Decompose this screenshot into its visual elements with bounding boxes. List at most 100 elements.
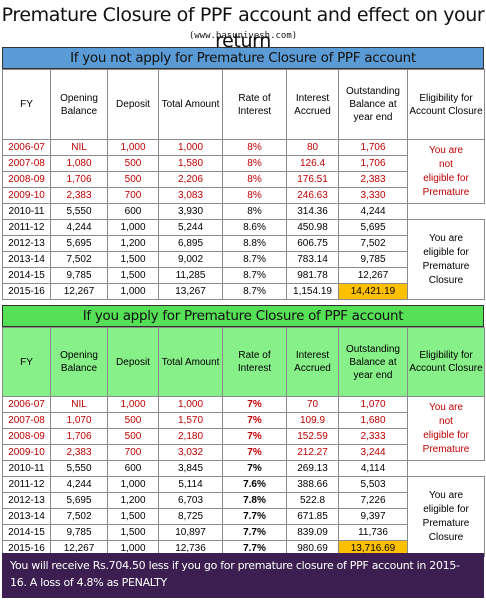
- cell-fy: 2011-12: [2, 219, 51, 236]
- cell-interest-accrued: 246.63: [286, 187, 339, 204]
- cell-deposit: 1,000: [107, 283, 159, 300]
- header-row: FY Opening Balance Deposit Total Amount …: [2, 327, 485, 397]
- cell-rate-of-interest: 7.7%: [222, 524, 287, 541]
- cell-outstanding-balance: 1,706: [338, 155, 408, 172]
- cell-outstanding-balance: 11,736: [338, 524, 408, 541]
- cell-deposit: 1,500: [107, 508, 159, 525]
- cell-opening-balance: 2,383: [50, 444, 108, 461]
- table-row: 2009-10 2,383 700 3,032 7% 212.27 3,244: [2, 444, 485, 461]
- cell-interest-accrued: 839.09: [286, 524, 339, 541]
- table-row: 2015-16 12,267 1,000 12,736 7.7% 980.69 13,716…: [2, 540, 485, 557]
- cell-outstanding-balance: 7,502: [338, 235, 408, 252]
- header-outstanding-balance: Outstanding Balance at year end: [338, 69, 408, 140]
- cell-rate-of-interest: 8%: [222, 139, 287, 156]
- cell-outstanding-balance: 1,070: [338, 396, 408, 413]
- cell-opening-balance: 5,550: [50, 203, 108, 220]
- eligibility-line: You are: [428, 401, 464, 413]
- cell-outstanding-balance: 14,421.19: [338, 283, 408, 300]
- cell-fy: 2013-14: [2, 251, 51, 268]
- cell-rate-of-interest: 7%: [222, 428, 287, 445]
- cell-deposit: 500: [107, 412, 159, 429]
- cell-opening-balance: 12,267: [50, 283, 108, 300]
- cell-rate-of-interest: 7%: [222, 444, 287, 461]
- cell-total-amount: 3,083: [158, 187, 223, 204]
- cell-opening-balance: NIL: [50, 139, 108, 156]
- table-row: 2010-11 5,550 600 3,845 7% 269.13 4,114: [2, 460, 485, 477]
- eligibility-line: not: [439, 158, 453, 170]
- table-row: 2007-08 1,080 500 1,580 8% 126.4 1,706: [2, 155, 485, 172]
- cell-rate-of-interest: 8%: [222, 187, 287, 204]
- cell-rate-of-interest: 8.8%: [222, 235, 287, 252]
- cell-outstanding-balance: 1,680: [338, 412, 408, 429]
- cell-fy: 2009-10: [2, 187, 51, 204]
- eligibility-line: You are: [428, 232, 464, 244]
- table-row: 2006-07 NIL 1,000 1,000 7% 70 1,070 You are not e…: [2, 396, 485, 461]
- cell-rate-of-interest: 8.7%: [222, 267, 287, 284]
- cell-outstanding-balance: 9,785: [338, 251, 408, 268]
- cell-fy: 2013-14: [2, 508, 51, 525]
- table-row: 2014-15 9,785 1,500 11,285 8.7% 981.78 12,267: [2, 267, 485, 284]
- eligibility-line: Premature: [422, 186, 470, 198]
- cell-interest-accrued: 70: [286, 396, 339, 413]
- cell-fy: 2012-13: [2, 235, 51, 252]
- cell-deposit: 700: [107, 187, 159, 204]
- cell-outstanding-balance: 9,397: [338, 508, 408, 525]
- cell-interest-accrued: 109.9: [286, 412, 339, 429]
- table-row: 2013-14 7,502 1,500 8,725 7.7% 671.85 9,397: [2, 508, 485, 525]
- cell-deposit: 500: [107, 428, 159, 445]
- eligibility-line: Closure: [428, 531, 464, 543]
- cell-opening-balance: 4,244: [50, 219, 108, 236]
- header-interest-accrued: Interest Accrued: [286, 327, 339, 397]
- cell-total-amount: 5,244: [158, 219, 223, 236]
- cell-total-amount: 6,895: [158, 235, 223, 252]
- header-opening-balance: Opening Balance: [50, 327, 108, 397]
- cell-total-amount: 5,114: [158, 476, 223, 493]
- cell-interest-accrued: 80: [286, 139, 339, 156]
- cell-outstanding-balance: 7,226: [338, 492, 408, 509]
- header-total-amount: Total Amount: [158, 69, 223, 140]
- cell-deposit: 1,200: [107, 235, 159, 252]
- cell-outstanding-balance: 2,383: [338, 171, 408, 188]
- cell-rate-of-interest: 8%: [222, 171, 287, 188]
- cell-fy: 2007-08: [2, 412, 51, 429]
- cell-interest-accrued: 450.98: [286, 219, 339, 236]
- cell-opening-balance: 1,070: [50, 412, 108, 429]
- header-rate-of-interest: Rate of Interest: [222, 327, 287, 397]
- cell-outstanding-balance: 4,114: [338, 460, 408, 477]
- eligibility-line: eligible for: [423, 503, 469, 515]
- eligibility-line: You are: [428, 489, 464, 501]
- cell-fy: 2008-09: [2, 171, 51, 188]
- website-subtitle: (www.basunivesh.com): [188, 31, 298, 41]
- cell-deposit: 1,500: [107, 267, 159, 284]
- header-opening-balance: Opening Balance: [50, 69, 108, 140]
- eligibility-line: You are: [428, 144, 464, 156]
- cell-opening-balance: 7,502: [50, 251, 108, 268]
- cell-interest-accrued: 176.51: [286, 171, 339, 188]
- header-deposit: Deposit: [107, 327, 159, 397]
- cell-rate-of-interest: 8.7%: [222, 251, 287, 268]
- cell-fy: 2010-11: [2, 460, 51, 477]
- table-row: 2015-16 12,267 1,000 13,267 8.7% 1,154.19 14,4…: [2, 283, 485, 300]
- cell-deposit: 700: [107, 444, 159, 461]
- cell-opening-balance: 1,706: [50, 171, 108, 188]
- cell-fy: 2007-08: [2, 155, 51, 172]
- table-no-premature-closure: FY Opening Balance Deposit Total Amount …: [2, 69, 485, 300]
- cell-total-amount: 10,897: [158, 524, 223, 541]
- cell-opening-balance: 5,550: [50, 460, 108, 477]
- cell-fy: 2009-10: [2, 444, 51, 461]
- header-eligibility: Eligibility for Account Closure: [407, 327, 485, 397]
- cell-interest-accrued: 981.78: [286, 267, 339, 284]
- cell-deposit: 1,200: [107, 492, 159, 509]
- cell-total-amount: 1,000: [158, 396, 223, 413]
- header-eligibility: Eligibility for Account Closure: [407, 69, 485, 140]
- cell-interest-accrued: 212.27: [286, 444, 339, 461]
- cell-deposit: 500: [107, 171, 159, 188]
- cell-outstanding-balance: 3,330: [338, 187, 408, 204]
- cell-rate-of-interest: 8.6%: [222, 219, 287, 236]
- eligibility-line: Premature: [422, 517, 470, 529]
- cell-opening-balance: 4,244: [50, 476, 108, 493]
- cell-deposit: 500: [107, 155, 159, 172]
- eligibility-not-eligible: You are not eligible for Premature: [407, 139, 485, 204]
- cell-outstanding-balance: 4,244: [338, 203, 408, 220]
- header-rate-of-interest: Rate of Interest: [222, 69, 287, 140]
